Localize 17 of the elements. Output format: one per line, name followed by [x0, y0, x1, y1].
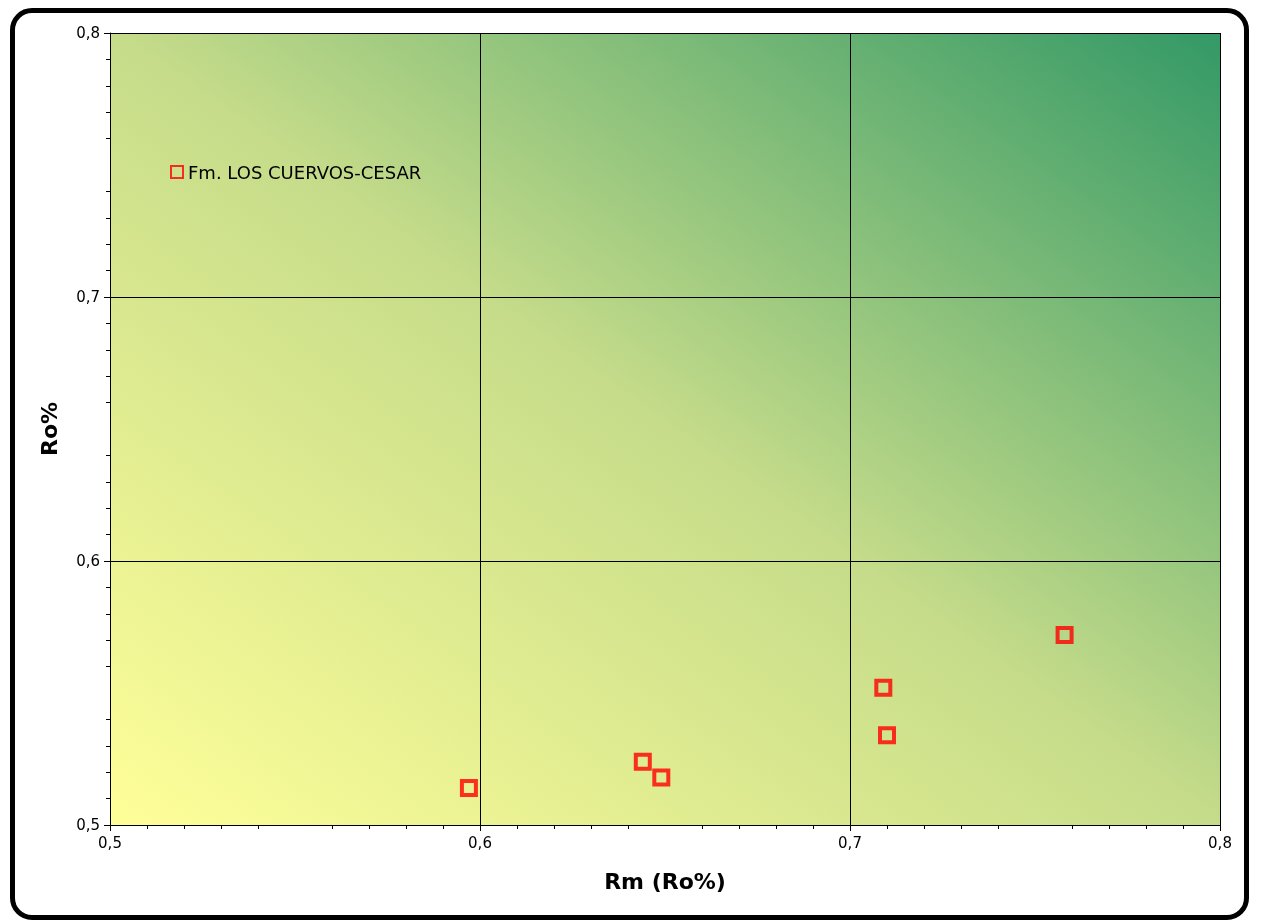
- x-tick-label: 0,5: [98, 833, 122, 852]
- y-axis-title: Ro%: [36, 401, 62, 457]
- point: [459, 779, 478, 798]
- point: [874, 678, 893, 697]
- point: [633, 752, 652, 771]
- x-tick-label: 0,8: [1208, 833, 1232, 852]
- x-axis-title: Rm (Ro%): [604, 868, 726, 894]
- y-tick-label: 0,7: [76, 288, 100, 306]
- point: [652, 768, 671, 787]
- x-tick-label: 0,7: [838, 833, 862, 852]
- y-tick-label: 0,5: [76, 816, 100, 834]
- point: [1055, 625, 1074, 644]
- legend-label: Fm. LOS CUERVOS-CESAR: [188, 161, 422, 183]
- x-tick-label: 0,6: [468, 833, 492, 852]
- point: [878, 726, 896, 745]
- y-tick-label: 0,8: [76, 24, 100, 42]
- y-tick-label: 0,6: [76, 552, 100, 570]
